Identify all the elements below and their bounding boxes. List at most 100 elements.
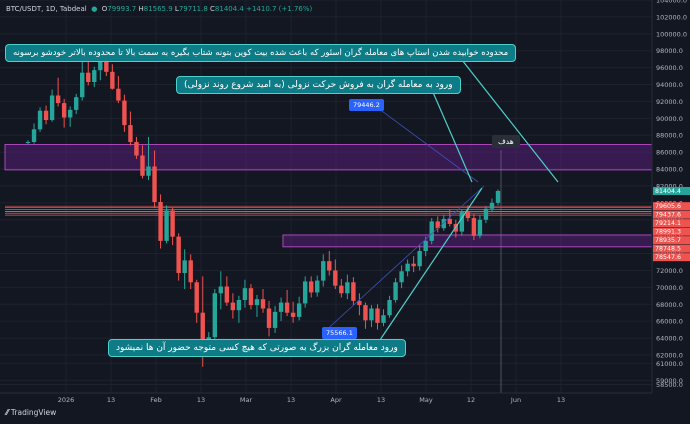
upper-entry-line <box>374 105 479 183</box>
l-label: L <box>174 5 179 13</box>
candle-body <box>110 71 115 89</box>
candle-body <box>37 110 43 130</box>
candle-body <box>230 302 236 311</box>
candle-body <box>43 110 49 121</box>
callout-bottom-pointer <box>379 187 483 341</box>
price-label: 78748.5 <box>655 246 681 253</box>
candle-body <box>411 263 416 267</box>
candle-body <box>152 166 157 202</box>
y-tick-label: 70000.0 <box>656 284 683 292</box>
price-label-box <box>653 253 690 262</box>
candle-body <box>74 97 79 110</box>
y-tick-label: 64000.0 <box>656 335 683 343</box>
y-tick-label: 102000.0 <box>656 13 687 21</box>
y-tick-label: 59000.0 <box>656 377 683 385</box>
candle-body <box>31 129 37 142</box>
h-label: H <box>138 5 144 13</box>
callout-middle-pointer <box>431 89 473 183</box>
callout-top-pointer <box>461 59 559 183</box>
candle-body <box>122 100 127 126</box>
candle-body <box>182 260 187 273</box>
candle-body <box>495 191 501 203</box>
candle-body <box>98 61 103 71</box>
candle-body <box>284 302 290 313</box>
y-tick-label: 88000.0 <box>656 132 683 140</box>
x-tick-label: 13 <box>287 396 295 404</box>
candle-body <box>260 299 266 309</box>
symbol-legend: BTC/USDT, 1D, Tabdeal ● O79993.7 H81565.… <box>6 5 312 13</box>
x-tick-label: Jun <box>510 396 521 404</box>
candle-body <box>61 103 67 118</box>
price-label: 78991.3 <box>655 229 681 236</box>
tradingview-label: TradingView <box>10 408 57 417</box>
candle-body <box>351 282 356 301</box>
x-tick-label: Mar <box>240 396 253 404</box>
candle-body <box>236 300 242 311</box>
candle-body <box>309 281 314 293</box>
callout-bottom: ورود معامله گران بزرگ به صورتی که هیچ کس… <box>108 339 406 357</box>
y-tick-label: 92000.0 <box>656 98 683 106</box>
candle-body <box>381 315 386 323</box>
tradingview-logo: ⁄⁄ TradingView <box>6 408 56 417</box>
candle-body <box>369 308 374 321</box>
price-label: 79214.1 <box>655 220 681 227</box>
x-tick-label: May <box>419 396 433 404</box>
candle-body <box>429 221 434 241</box>
x-tick-label: Apr <box>330 396 342 404</box>
y-tick-label: 104000.0 <box>656 0 687 5</box>
candle-body <box>194 282 199 313</box>
x-tick-label: 13 <box>107 396 115 404</box>
candle-body <box>339 285 344 294</box>
y-tick-label: 58500.0 <box>656 381 683 389</box>
candle-body <box>170 210 175 237</box>
price-label: 79437.6 <box>655 212 681 219</box>
candle-body <box>188 260 193 283</box>
price-label-box <box>653 202 690 211</box>
change-value: +1410.7 (+1.76%) <box>246 5 313 13</box>
candle-body <box>405 263 410 272</box>
candle-body <box>471 218 477 236</box>
o-value: 79993.7 <box>107 5 137 13</box>
y-tick-label: 96000.0 <box>656 64 683 72</box>
tradingview-icon: ⁄⁄ <box>6 408 9 417</box>
candle-body <box>49 95 55 121</box>
o-label: O <box>101 5 108 13</box>
candle-body <box>393 282 398 301</box>
candle-body <box>459 212 465 232</box>
candle-body <box>146 166 151 176</box>
y-tick-label: 100000.0 <box>656 30 687 38</box>
price-label: 81404.4 <box>655 188 681 195</box>
y-tick-label: 62000.0 <box>656 351 683 359</box>
candle-body <box>465 212 471 219</box>
candle-body <box>423 240 428 252</box>
candle-body <box>375 308 380 323</box>
candle-body <box>212 293 217 338</box>
candle-body <box>92 70 97 82</box>
candle-body <box>80 72 85 98</box>
candle-body <box>483 208 489 220</box>
price-label-box <box>653 244 690 253</box>
price-label: 79605.6 <box>655 203 681 210</box>
y-tick-label: 84000.0 <box>656 166 683 174</box>
price-label-box <box>653 219 690 228</box>
candle-body <box>164 210 169 241</box>
candle-body <box>489 202 495 209</box>
price-label: 78935.7 <box>655 237 681 244</box>
live-dot: ● <box>88 5 100 13</box>
candle-body <box>55 95 61 104</box>
x-tick-label: Feb <box>150 396 162 404</box>
price-label: 78547.6 <box>655 254 681 261</box>
candle-body <box>441 218 446 229</box>
candle-body <box>315 280 320 293</box>
x-tick-label: 2026 <box>58 396 75 404</box>
candle-body <box>25 141 31 143</box>
candle-body <box>140 155 145 176</box>
entry-zone <box>282 234 653 248</box>
candle-body <box>104 61 109 72</box>
candle-body <box>447 218 452 224</box>
upper-zone <box>4 144 653 171</box>
goal-label: هدف <box>492 135 520 148</box>
y-tick-label: 94000.0 <box>656 81 683 89</box>
